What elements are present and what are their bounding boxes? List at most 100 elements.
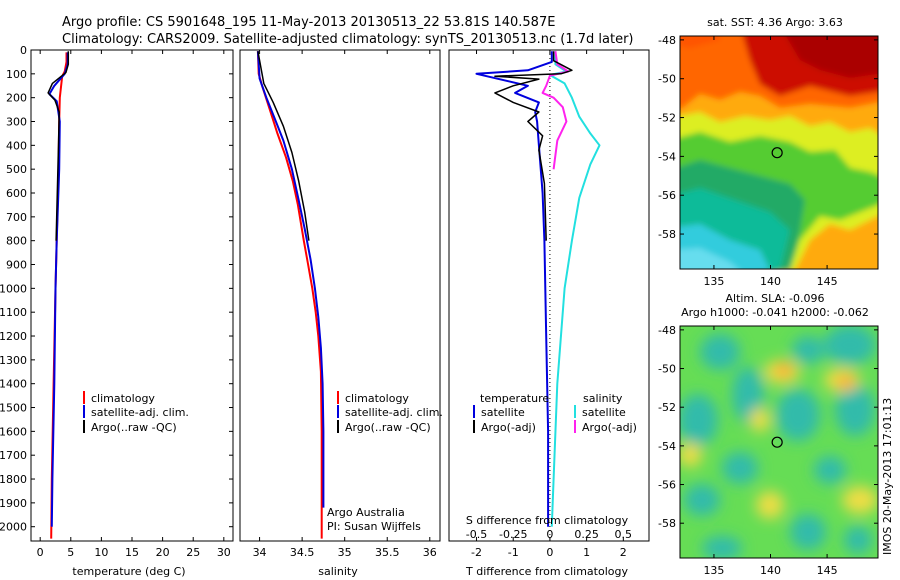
x-tick-label: 34 <box>253 546 267 559</box>
difference-x-label: T difference from climatology <box>465 565 628 578</box>
temperature-profiles <box>47 51 70 539</box>
series-line-argo-raw-qc- <box>257 51 310 241</box>
annotation-line2: PI: Susan Wijffels <box>327 520 421 533</box>
temperature-x-axis: 0 5 10 15 20 25 30 <box>37 50 231 559</box>
temperature-panel: 0100200300400500600700800900100011001200… <box>0 44 649 578</box>
salinity-legend: climatology satellite-adj. clim. Argo(..… <box>337 391 443 434</box>
legend-label-argo: Argo(..raw -QC) <box>345 421 431 434</box>
salinity-diff-legend: salinity satellite Argo(-adj) <box>574 392 637 434</box>
salinity-x-axis: 34 34.5 35 35.5 36 <box>253 50 437 559</box>
depth-tick-label: 1600 <box>0 425 27 438</box>
figure-title-line2: Climatology: CARS2009. Satellite-adjuste… <box>62 32 634 47</box>
sla-map-subtitle: Argo h1000: -0.041 h2000: -0.062 <box>681 306 869 319</box>
temperature-plot-area <box>30 49 234 542</box>
difference-top-axis: -0.5-0.2500.250.5 <box>466 528 632 541</box>
legend-title-salinity: salinity <box>583 392 623 405</box>
x-tick-label: 35.5 <box>375 546 400 559</box>
legend-label-climatology: climatology <box>345 392 409 405</box>
series-line-temperature-argo-adj- <box>494 51 573 241</box>
salinity-profiles <box>256 51 325 539</box>
depth-tick-label: 1800 <box>0 473 27 486</box>
depth-tick-label: 500 <box>6 163 27 176</box>
map-lon-label: 145 <box>817 564 838 577</box>
map-lat-label: -52 <box>658 112 676 125</box>
legend-label-argo: Argo(..raw -QC) <box>91 421 177 434</box>
legend-label-satellite: satellite <box>582 406 626 419</box>
legend-label-argo: Argo(-adj) <box>481 421 536 434</box>
map-lat-label: -50 <box>658 73 676 86</box>
series-line-salinity-argo-adj- <box>541 51 570 170</box>
map-lat-label: -54 <box>658 150 676 163</box>
top-tick-label: -0.5 <box>466 528 487 541</box>
salinity-panel: 34 34.5 35 35.5 36 salinity climatology sate… <box>239 49 443 578</box>
depth-tick-label: 1300 <box>0 354 27 367</box>
x-tick-label: 20 <box>156 546 170 559</box>
difference-top-label: S difference from climatology <box>466 514 629 527</box>
map-lat-label: -54 <box>658 440 676 453</box>
salinity-x-label: salinity <box>318 565 358 578</box>
series-line-argo-raw-qc- <box>47 51 70 241</box>
x-tick-label: 15 <box>125 546 139 559</box>
sla-map-axes: 135 140 145 -48 -50 -52 -54 -56 -58 <box>658 324 878 577</box>
x-tick-label: 1 <box>583 546 590 559</box>
x-tick-label: -2 <box>471 546 482 559</box>
depth-tick-label: 900 <box>6 259 27 272</box>
map-lon-label: 140 <box>760 564 781 577</box>
x-tick-label: 5 <box>67 546 74 559</box>
depth-tick-label: 1100 <box>0 306 27 319</box>
depth-tick-label: 200 <box>6 92 27 105</box>
depth-tick-label: 1500 <box>0 402 27 415</box>
map-lon-label: 145 <box>817 275 838 288</box>
sst-map-title: sat. SST: 4.36 Argo: 3.63 <box>707 16 843 29</box>
map-lat-label: -50 <box>658 363 676 376</box>
map-lon-label: 135 <box>703 275 724 288</box>
sst-map-panel: sat. SST: 4.36 Argo: 3.63 135 140 145 -48 -5… <box>658 16 879 288</box>
imos-timestamp: IMOS 20-May-2013 17:01:13 <box>881 398 894 555</box>
sla-map-frame <box>679 325 879 559</box>
depth-tick-label: 1400 <box>0 378 27 391</box>
top-tick-label: -0.25 <box>499 528 527 541</box>
sst-map-axes: 135 140 145 -48 -50 -52 -54 -56 -58 <box>658 34 878 288</box>
difference-x-axis: -2 -1 0 1 2 <box>471 50 627 559</box>
depth-tick-label: 1900 <box>0 497 27 510</box>
x-tick-label: 30 <box>217 546 231 559</box>
series-line-satellite-adj-clim- <box>256 51 325 508</box>
x-tick-label: 35 <box>338 546 352 559</box>
depth-tick-label: 1700 <box>0 449 27 462</box>
legend-label-argo: Argo(-adj) <box>582 421 637 434</box>
depth-tick-label: 1000 <box>0 282 27 295</box>
map-lat-label: -58 <box>658 228 676 241</box>
difference-panel: -2 -1 0 1 2 -0.5 -0.25 0 0.25 0.5 T difference f… <box>448 49 650 578</box>
salinity-plot-area <box>239 49 441 542</box>
map-lat-label: -48 <box>658 34 676 47</box>
legend-label-satellite: satellite <box>481 406 525 419</box>
sla-map-image <box>680 326 878 558</box>
depth-tick-label: 600 <box>6 187 27 200</box>
depth-tick-label: 400 <box>6 139 27 152</box>
argo-location-marker <box>771 147 783 159</box>
map-lon-label: 140 <box>760 275 781 288</box>
sla-map-panel: Altim. SLA: -0.096 Argo h1000: -0.041 h2… <box>658 292 879 577</box>
map-lat-label: -58 <box>658 517 676 530</box>
x-tick-label: 25 <box>186 546 200 559</box>
map-lat-label: -52 <box>658 401 676 414</box>
x-tick-label: 0 <box>37 546 44 559</box>
difference-profiles <box>475 51 601 527</box>
sst-map-image <box>680 36 878 269</box>
depth-tick-label: 800 <box>6 235 27 248</box>
x-tick-label: 34.5 <box>290 546 315 559</box>
temperature-diff-legend: temperature satellite Argo(-adj) <box>473 392 549 434</box>
x-tick-label: 10 <box>94 546 108 559</box>
legend-label-climatology: climatology <box>91 392 155 405</box>
sst-map-frame <box>679 35 879 270</box>
x-tick-label: 0 <box>546 546 553 559</box>
annotation-line1: Argo Australia <box>327 506 405 519</box>
x-tick-label: 2 <box>620 546 627 559</box>
map-lon-label: 135 <box>703 564 724 577</box>
map-lat-label: -56 <box>658 189 676 202</box>
map-lat-label: -56 <box>658 479 676 492</box>
top-tick-label: 0.5 <box>615 528 633 541</box>
figure-title-line1: Argo profile: CS 5901648_195 11-May-2013… <box>62 15 555 30</box>
temperature-legend: climatology satellite-adj. clim. Argo(..… <box>83 391 189 434</box>
